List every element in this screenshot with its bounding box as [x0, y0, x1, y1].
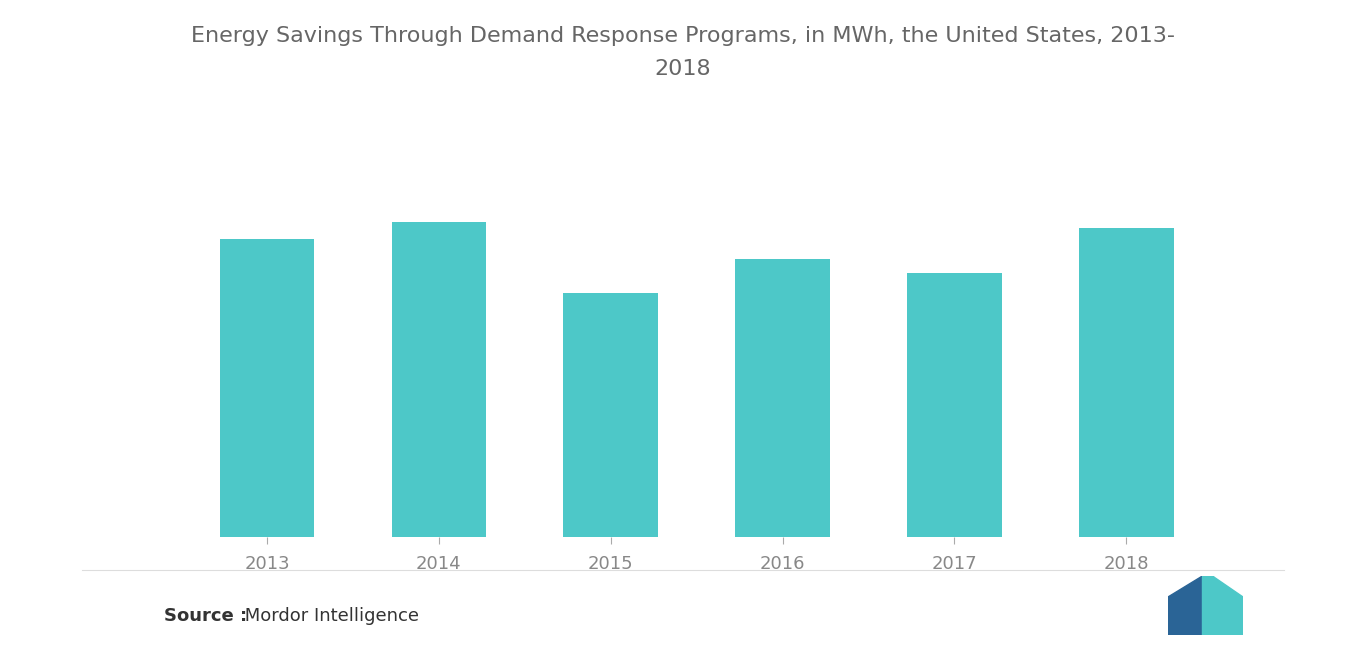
Polygon shape	[1213, 576, 1243, 635]
Text: 2018: 2018	[654, 59, 712, 79]
Bar	[907, 272, 1001, 537]
Bar	[735, 259, 831, 537]
Text: Source :: Source :	[164, 607, 247, 625]
Polygon shape	[1168, 576, 1202, 635]
Text: Mordor Intelligence: Mordor Intelligence	[239, 607, 419, 625]
Bar	[392, 221, 486, 537]
Bar	[220, 238, 314, 537]
Text: Energy Savings Through Demand Response Programs, in MWh, the United States, 2013: Energy Savings Through Demand Response P…	[191, 26, 1175, 46]
Bar	[1079, 229, 1173, 537]
Polygon shape	[1202, 576, 1213, 635]
Bar	[564, 293, 658, 537]
